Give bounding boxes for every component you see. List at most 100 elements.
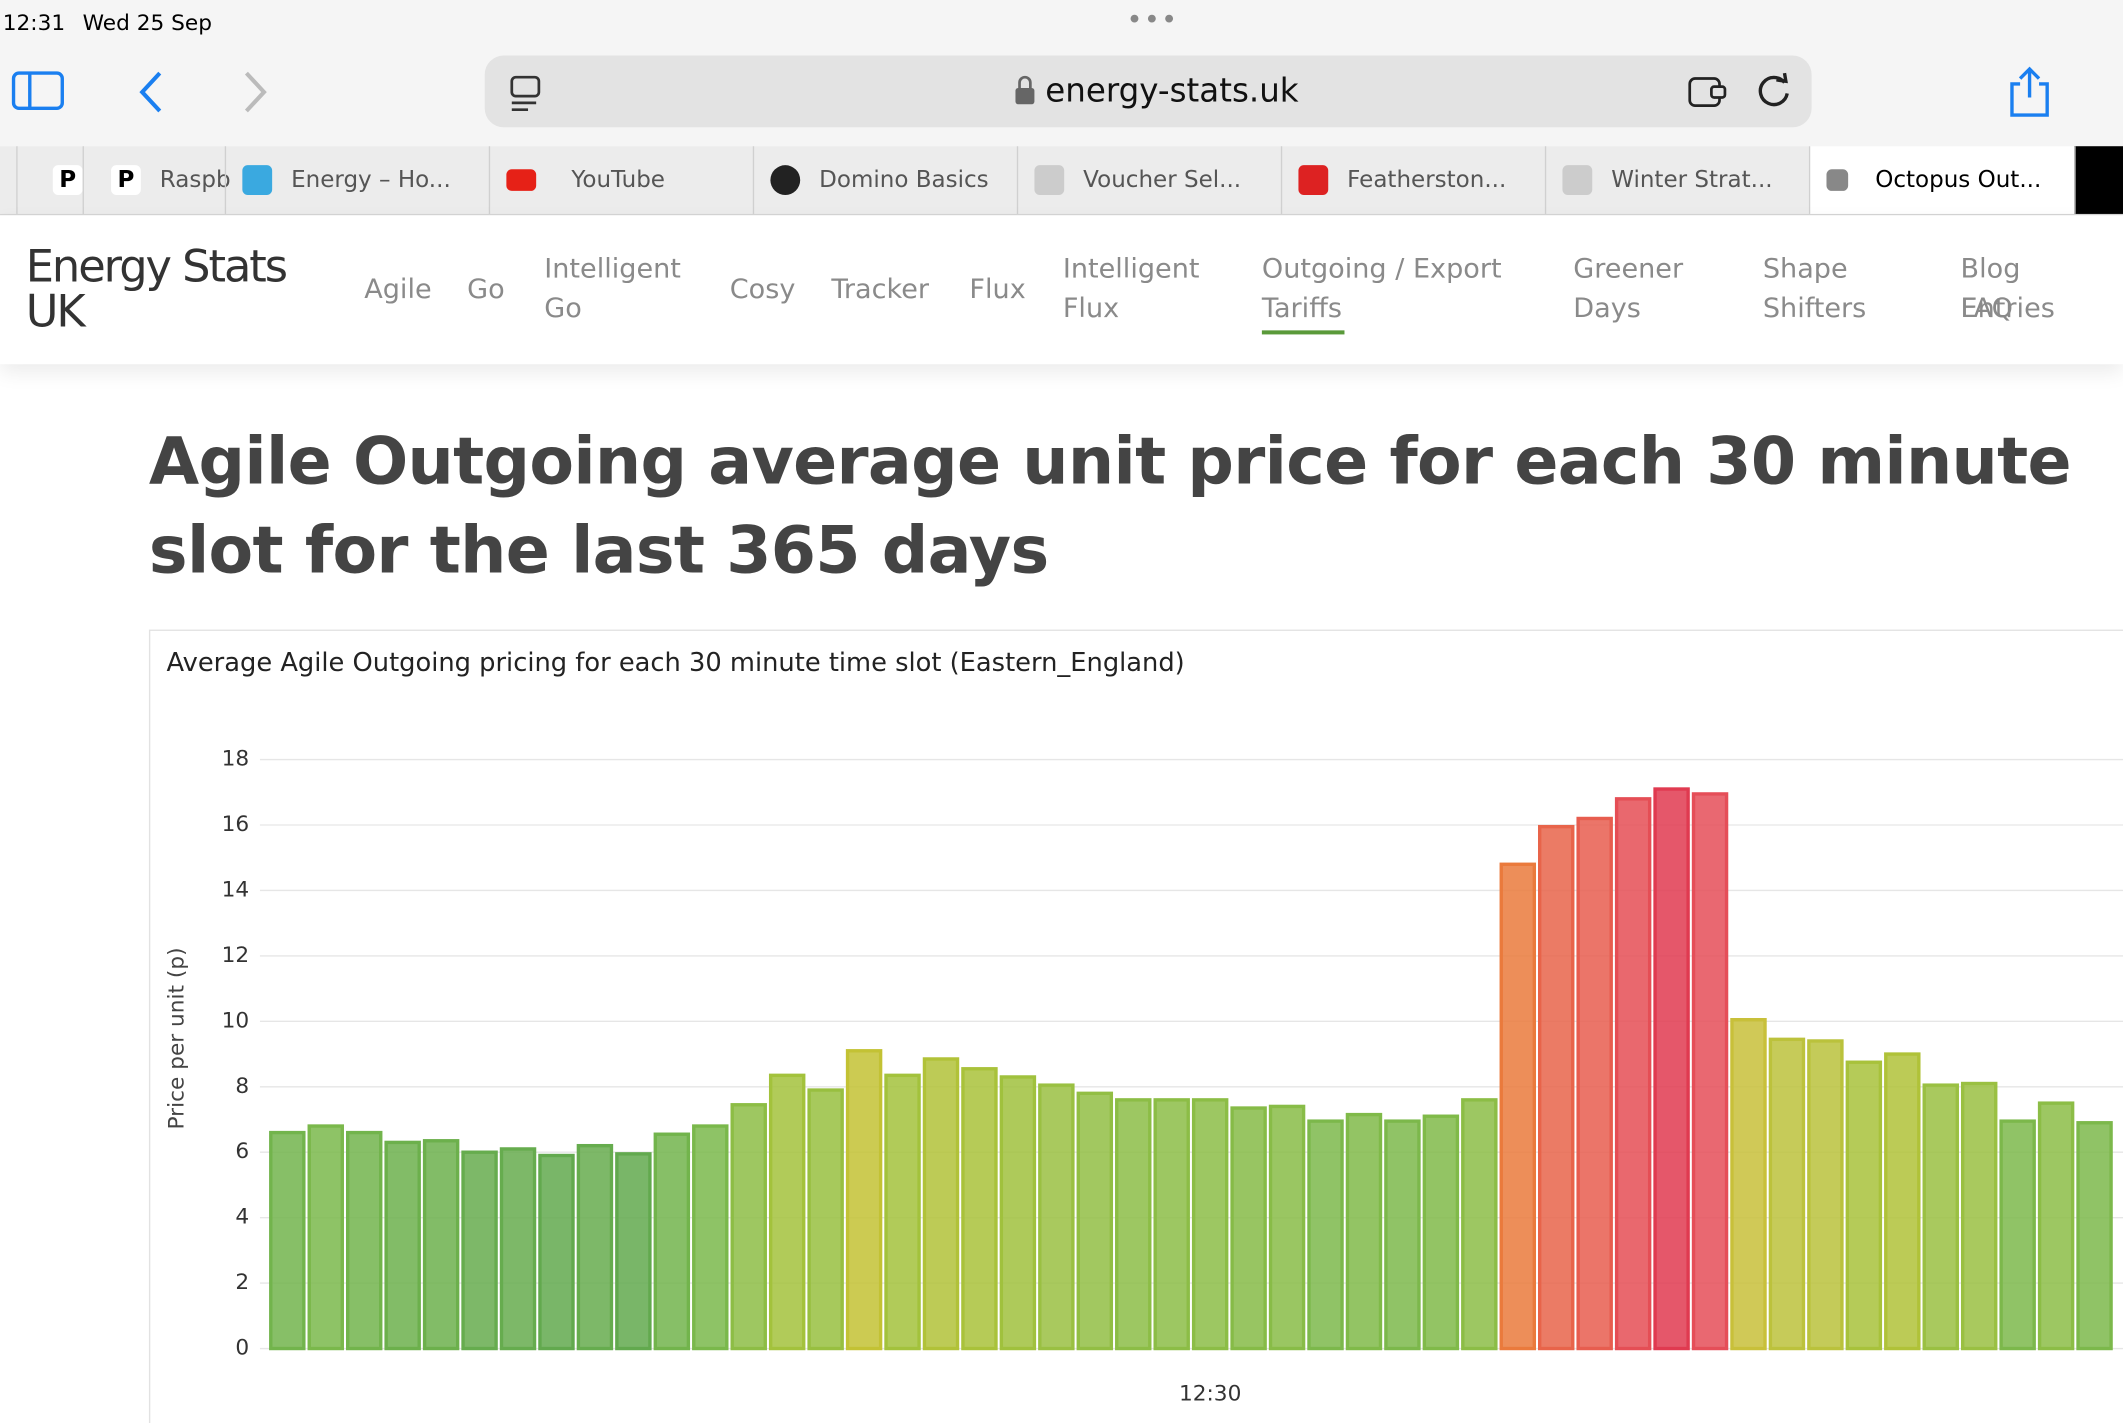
bar <box>999 1075 1037 1351</box>
nav-link[interactable]: Greener Days <box>1573 251 1684 324</box>
y-tick-label: 12 <box>222 943 250 968</box>
tab-title: Domino Basics <box>819 166 989 194</box>
bar <box>1384 1119 1421 1351</box>
bar <box>1999 1119 2036 1351</box>
bar <box>1653 787 1690 1351</box>
tab-icon <box>242 165 273 195</box>
y-tick-label: 4 <box>235 1205 249 1230</box>
bar <box>576 1143 614 1351</box>
bar <box>884 1073 921 1351</box>
dots[interactable]: ••• <box>1126 2 1179 36</box>
tab-icon: P <box>111 165 141 195</box>
tab[interactable]: YouTube <box>488 146 754 214</box>
address-bar[interactable]: energy-stats.uk <box>484 55 1812 128</box>
bar <box>1884 1052 1921 1351</box>
y-tick-label: 8 <box>235 1074 249 1099</box>
tab[interactable]: Voucher Sel... <box>1016 146 1282 214</box>
bar <box>269 1130 306 1351</box>
tab-active[interactable]: Octopus Out... <box>1808 146 2075 214</box>
bar <box>1922 1083 1959 1351</box>
tab-title: Octopus Out... <box>1875 166 2042 194</box>
forward-button[interactable] <box>238 70 270 113</box>
tab-icon <box>1826 169 1849 191</box>
nav-link[interactable]: FAQ <box>1960 291 2013 324</box>
bar <box>307 1124 344 1351</box>
bar <box>1807 1039 1844 1351</box>
y-tick-label: 16 <box>222 812 250 837</box>
bar <box>384 1140 421 1351</box>
bar <box>653 1132 691 1351</box>
bar <box>1230 1106 1267 1351</box>
tab[interactable]: P <box>16 146 83 214</box>
back-button[interactable] <box>135 70 167 113</box>
status-date: Wed 25 Sep <box>82 9 212 36</box>
nav-link[interactable]: Flux <box>969 272 1026 305</box>
nav-link[interactable]: Blog Entries <box>1960 251 2055 324</box>
bar <box>1076 1091 1114 1351</box>
nav-link[interactable]: Cosy <box>729 272 796 305</box>
bar <box>1730 1018 1767 1351</box>
bar <box>1268 1104 1306 1351</box>
y-tick-label: 10 <box>222 1008 250 1033</box>
nav-link[interactable]: Intelligent Go <box>544 251 681 324</box>
bar <box>1307 1119 1344 1351</box>
bar <box>2037 1101 2075 1351</box>
bar <box>461 1150 498 1351</box>
url[interactable]: energy-stats.uk <box>1045 71 1299 110</box>
bar <box>692 1124 729 1351</box>
reload-icon[interactable] <box>1755 72 1793 113</box>
tab-bar: P P Raspb Energy – Ho... YouTube Domino B… <box>0 146 2123 216</box>
bar <box>768 1073 806 1351</box>
bar <box>1038 1083 1075 1351</box>
bar <box>1191 1098 1229 1351</box>
bar <box>1960 1081 1998 1351</box>
bar <box>1422 1114 1460 1351</box>
tab-title: Energy – Ho... <box>291 166 451 194</box>
nav-link-active[interactable]: Outgoing / Export Tariffs <box>1261 251 1502 324</box>
tab[interactable]: P Raspb <box>82 146 231 214</box>
bar <box>422 1139 460 1351</box>
nav-link[interactable]: Tracker <box>831 272 930 305</box>
bar <box>1345 1112 1383 1351</box>
y-tick-label: 6 <box>235 1139 249 1164</box>
tab-icon <box>1034 165 1065 195</box>
share-button[interactable] <box>2007 65 2053 119</box>
bar <box>1461 1098 1498 1351</box>
tab[interactable] <box>2074 146 2123 214</box>
tab[interactable]: Energy – Ho... <box>224 146 490 214</box>
logo[interactable]: Energy Stats UK <box>25 239 288 338</box>
chart-title: Average Agile Outgoing pricing for each … <box>167 648 1185 678</box>
lock-icon <box>1015 75 1035 105</box>
bar <box>1538 824 1575 1351</box>
extension-icon[interactable] <box>1687 74 1730 109</box>
tab-title: Featherston... <box>1347 166 1507 194</box>
y-tick-label: 2 <box>235 1270 249 1295</box>
bar <box>1691 792 1729 1351</box>
tab-title: YouTube <box>571 166 665 194</box>
bar <box>615 1152 652 1351</box>
nav-link[interactable]: Intelligent Flux <box>1062 251 1200 324</box>
bar <box>2076 1121 2113 1351</box>
sidebar-button[interactable] <box>11 68 71 117</box>
tab-icon <box>1298 165 1329 195</box>
tab[interactable]: Domino Basics <box>752 146 1018 214</box>
bar <box>538 1153 575 1351</box>
nav-link[interactable]: Go <box>467 272 505 305</box>
tab[interactable]: Winter Strat... <box>1544 146 1810 214</box>
nav-link[interactable]: Shape Shifters <box>1762 251 1867 324</box>
tab[interactable]: Featherston... <box>1280 146 1546 214</box>
page-heading: Agile Outgoing average unit price for ea… <box>148 423 2072 589</box>
x-tick-label: 12:30 <box>1179 1382 1241 1407</box>
reader-icon[interactable] <box>509 74 544 112</box>
bar <box>845 1049 883 1351</box>
y-tick-label: 14 <box>222 877 250 902</box>
y-axis-label: Price per unit (p) <box>164 947 189 1129</box>
tab-icon <box>1562 165 1593 195</box>
tab-title: Winter Strat... <box>1611 166 1773 194</box>
tab-icon <box>506 169 537 191</box>
bar <box>1153 1098 1190 1351</box>
y-tick-label: 0 <box>235 1336 249 1361</box>
nav-link[interactable]: Agile <box>364 272 432 305</box>
bar <box>1576 816 1613 1351</box>
